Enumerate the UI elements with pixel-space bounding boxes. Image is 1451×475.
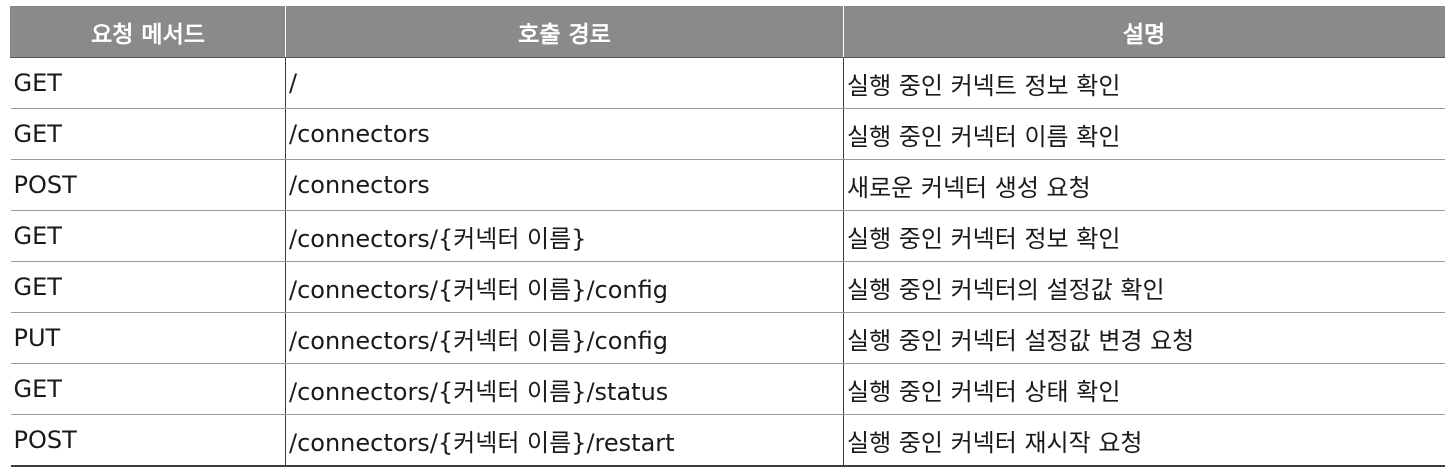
description-cell: 실행 중인 커넥트 정보 확인 <box>843 57 1445 109</box>
table-header: 요청 메서드 호출 경로 설명 <box>10 6 1445 58</box>
description-cell: 실행 중인 커넥터의 설정값 확인 <box>843 261 1445 313</box>
method-cell: GET <box>10 363 286 415</box>
table-body: GET / 실행 중인 커넥트 정보 확인 GET /connectors 실행… <box>10 57 1445 467</box>
header-row: 요청 메서드 호출 경로 설명 <box>10 6 1445 58</box>
method-cell: POST <box>10 159 286 211</box>
description-cell: 실행 중인 커넥터 이름 확인 <box>843 108 1445 160</box>
path-cell: /connectors/{커넥터 이름} <box>285 210 844 262</box>
api-table-container: 요청 메서드 호출 경로 설명 GET / 실행 중인 커넥트 정보 확인 GE… <box>10 6 1445 467</box>
table-row: GET / 실행 중인 커넥트 정보 확인 <box>10 57 1445 109</box>
method-cell: GET <box>10 210 286 262</box>
description-cell: 실행 중인 커넥터 상태 확인 <box>843 363 1445 415</box>
description-cell: 실행 중인 커넥터 재시작 요청 <box>843 414 1445 467</box>
path-cell: /connectors/{커넥터 이름}/config <box>285 312 844 364</box>
table-row: POST /connectors/{커넥터 이름}/restart 실행 중인 … <box>10 414 1445 467</box>
description-cell: 새로운 커넥터 생성 요청 <box>843 159 1445 211</box>
header-description: 설명 <box>843 6 1445 58</box>
method-cell: POST <box>10 414 286 467</box>
table-row: GET /connectors/{커넥터 이름} 실행 중인 커넥터 정보 확인 <box>10 210 1445 262</box>
table-row: GET /connectors/{커넥터 이름}/status 실행 중인 커넥… <box>10 363 1445 415</box>
header-path: 호출 경로 <box>285 6 844 58</box>
table-row: GET /connectors 실행 중인 커넥터 이름 확인 <box>10 108 1445 160</box>
description-cell: 실행 중인 커넥터 정보 확인 <box>843 210 1445 262</box>
method-cell: GET <box>10 261 286 313</box>
path-cell: /connectors <box>285 108 844 160</box>
path-cell: /connectors/{커넥터 이름}/config <box>285 261 844 313</box>
method-cell: GET <box>10 108 286 160</box>
table-row: GET /connectors/{커넥터 이름}/config 실행 중인 커넥… <box>10 261 1445 313</box>
table-row: PUT /connectors/{커넥터 이름}/config 실행 중인 커넥… <box>10 312 1445 364</box>
path-cell: /connectors/{커넥터 이름}/restart <box>285 414 844 467</box>
connect-rest-api-table: 요청 메서드 호출 경로 설명 GET / 실행 중인 커넥트 정보 확인 GE… <box>10 6 1445 467</box>
path-cell: /connectors <box>285 159 844 211</box>
method-cell: GET <box>10 57 286 109</box>
header-method: 요청 메서드 <box>10 6 286 58</box>
path-cell: / <box>285 57 844 109</box>
method-cell: PUT <box>10 312 286 364</box>
table-row: POST /connectors 새로운 커넥터 생성 요청 <box>10 159 1445 211</box>
description-cell: 실행 중인 커넥터 설정값 변경 요청 <box>843 312 1445 364</box>
path-cell: /connectors/{커넥터 이름}/status <box>285 363 844 415</box>
